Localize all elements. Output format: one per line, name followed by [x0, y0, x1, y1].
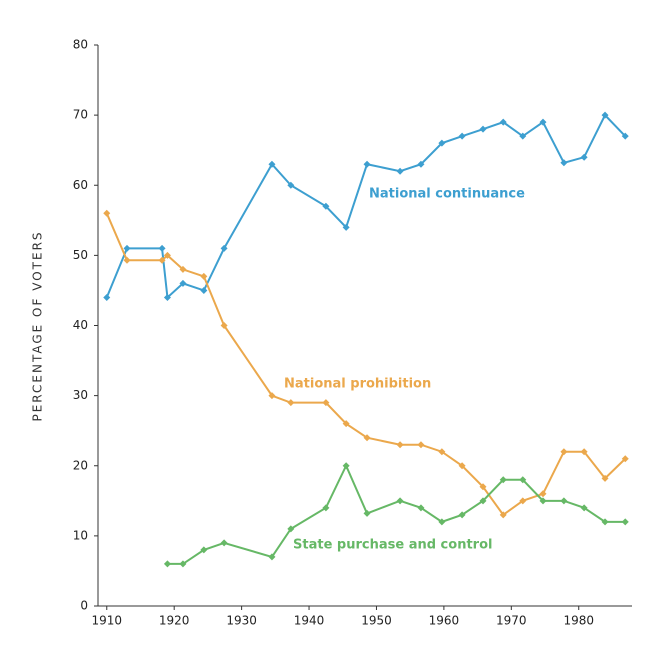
- point: [601, 518, 609, 526]
- point: [458, 511, 466, 519]
- point: [519, 132, 527, 140]
- point: [268, 392, 276, 400]
- point: [200, 286, 208, 294]
- y-tick-label: 60: [73, 178, 88, 192]
- y-tick-label: 10: [73, 528, 88, 542]
- point: [287, 399, 295, 407]
- series-label: National prohibition: [284, 377, 431, 392]
- point: [163, 560, 171, 568]
- point: [220, 539, 228, 547]
- point: [539, 490, 547, 498]
- point: [417, 504, 425, 512]
- point: [179, 560, 187, 568]
- point: [601, 474, 609, 482]
- y-tick-label: 70: [73, 108, 88, 122]
- point: [519, 476, 527, 484]
- point: [458, 132, 466, 140]
- point: [396, 497, 404, 505]
- point: [123, 244, 131, 252]
- point: [580, 448, 588, 456]
- point: [499, 118, 507, 126]
- series-label: National continuance: [369, 187, 525, 202]
- point: [539, 497, 547, 505]
- point: [458, 462, 466, 470]
- point: [560, 448, 568, 456]
- point: [479, 483, 487, 491]
- point: [560, 497, 568, 505]
- point: [560, 159, 568, 167]
- point: [268, 160, 276, 168]
- point: [342, 462, 350, 470]
- y-tick-label: 20: [73, 458, 88, 472]
- point: [363, 509, 371, 517]
- point: [580, 504, 588, 512]
- point: [287, 181, 295, 189]
- point: [519, 497, 527, 505]
- point: [103, 209, 111, 217]
- y-axis-title: PERCENTAGE OF VOTERS: [31, 230, 45, 421]
- point: [499, 511, 507, 519]
- point: [438, 139, 446, 147]
- y-tick-label: 50: [73, 248, 88, 262]
- point: [163, 251, 171, 259]
- point: [179, 279, 187, 287]
- point: [220, 244, 228, 252]
- point: [396, 167, 404, 175]
- x-tick-label: 1910: [91, 614, 122, 628]
- point: [287, 525, 295, 533]
- point: [417, 160, 425, 168]
- point: [601, 111, 609, 119]
- point: [363, 160, 371, 168]
- series-line: [105, 212, 626, 517]
- point: [123, 256, 131, 264]
- point: [322, 399, 330, 407]
- point: [539, 118, 547, 126]
- point: [621, 518, 629, 526]
- point: [363, 434, 371, 442]
- point: [179, 265, 187, 273]
- point: [499, 476, 507, 484]
- y-tick-label: 0: [80, 599, 88, 613]
- point: [322, 504, 330, 512]
- point: [621, 455, 629, 463]
- y-tick-label: 30: [73, 388, 88, 402]
- series-line: [105, 113, 626, 300]
- point: [200, 272, 208, 280]
- x-tick-label: 1970: [496, 614, 527, 628]
- point: [200, 546, 208, 554]
- x-tick-label: 1930: [226, 614, 257, 628]
- point: [438, 448, 446, 456]
- x-tick-label: 1980: [563, 614, 594, 628]
- x-tick-label: 1920: [159, 614, 190, 628]
- point: [220, 322, 228, 329]
- point: [438, 518, 446, 526]
- point: [479, 497, 487, 505]
- point: [342, 420, 350, 428]
- point: [621, 132, 629, 140]
- point: [158, 256, 166, 264]
- x-tick-label: 1950: [361, 614, 392, 628]
- y-tick-label: 80: [73, 38, 88, 52]
- point: [479, 125, 487, 133]
- point: [158, 244, 166, 252]
- point: [163, 293, 171, 301]
- point: [417, 441, 425, 449]
- point: [103, 293, 111, 301]
- point: [342, 223, 350, 231]
- y-tick-label: 40: [73, 318, 88, 332]
- x-tick-label: 1940: [294, 614, 325, 628]
- x-tick-label: 1960: [429, 614, 460, 628]
- series-label: State purchase and control: [293, 538, 492, 553]
- point: [396, 441, 404, 449]
- point: [268, 553, 276, 561]
- point: [580, 153, 588, 161]
- point: [322, 202, 330, 210]
